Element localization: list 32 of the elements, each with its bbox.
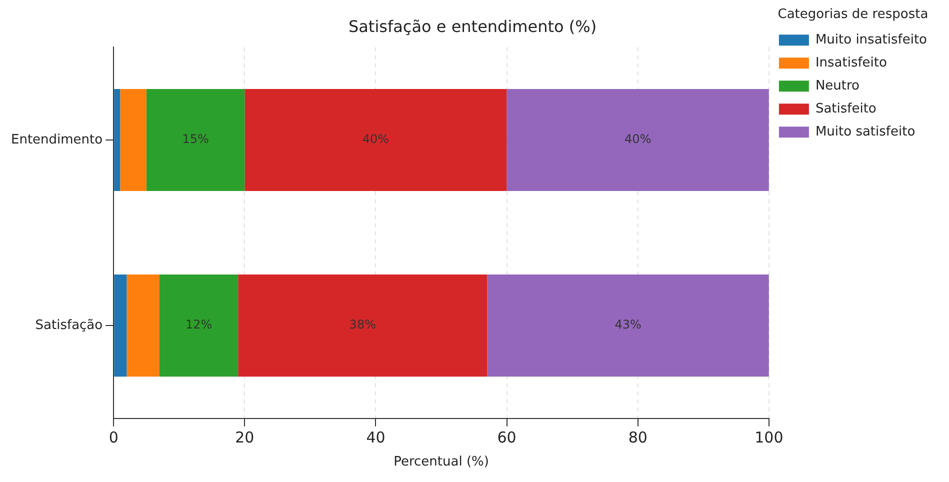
x-tick-label: 0: [108, 428, 118, 446]
x-axis-title: Percentual (%): [394, 454, 489, 470]
bar: [126, 274, 160, 377]
y-tick-label: Entendimento: [10, 132, 103, 148]
legend-label: Insatisfeito: [815, 55, 888, 70]
bar: [114, 274, 127, 377]
data-label: 43%: [614, 318, 642, 332]
legend-label: Satisfeito: [815, 101, 876, 116]
legend-title: Categorias de resposta: [778, 6, 928, 22]
x-tick-label: 60: [497, 428, 516, 446]
bar: [114, 88, 120, 192]
bar: [120, 88, 146, 192]
bar: [487, 274, 769, 377]
bar: [159, 274, 238, 377]
bar: [238, 274, 488, 377]
data-label: 40%: [624, 132, 652, 146]
chart-title: Satisfação e entendimento (%): [348, 16, 597, 36]
x-tick-label: 100: [754, 428, 784, 446]
y-tick-label: Satisfação: [35, 318, 103, 333]
bar: [146, 88, 245, 192]
legend-label: Neutro: [815, 78, 860, 94]
bar: [506, 88, 769, 192]
bar: [244, 88, 507, 192]
legend-label: Muito satisfeito: [815, 124, 916, 140]
x-tick-label: 20: [235, 428, 254, 446]
x-tick-label: 40: [366, 428, 386, 446]
data-label: 15%: [182, 132, 209, 146]
data-label: 12%: [185, 318, 212, 332]
legend-label: Muito insatisfeito: [815, 32, 928, 48]
data-label: 40%: [362, 132, 390, 146]
x-tick-label: 80: [628, 428, 648, 446]
data-label: 38%: [349, 318, 376, 332]
